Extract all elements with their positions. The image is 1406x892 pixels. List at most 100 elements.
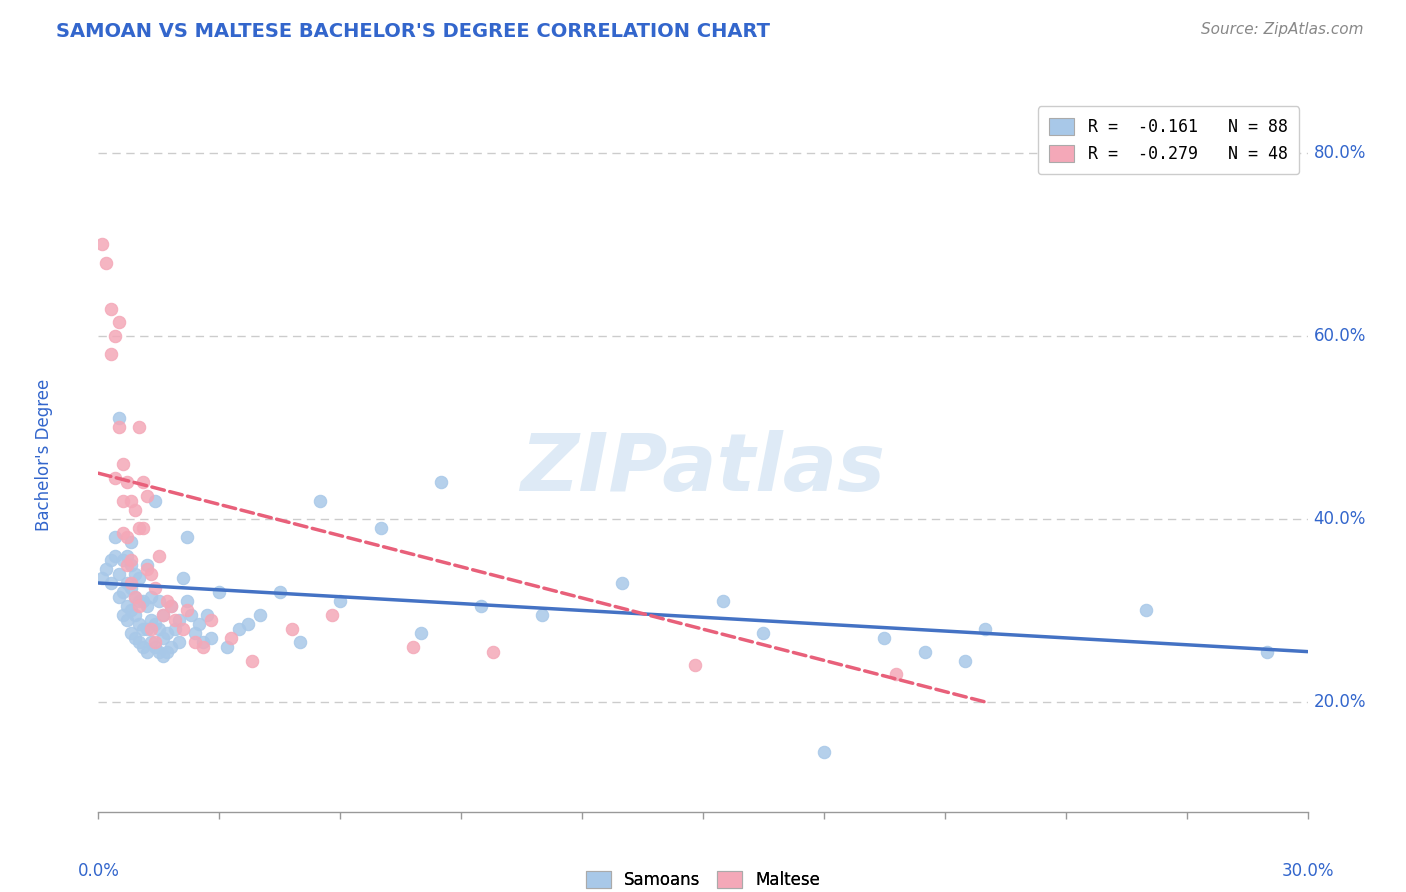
Text: 60.0%: 60.0% [1313,327,1367,345]
Point [120,576,142,591]
Point [176,594,198,608]
Point [914,645,936,659]
Point [160,640,183,654]
Point [100,576,122,591]
Point [195,607,218,622]
Point [188,617,211,632]
Point [886,667,908,681]
Point [124,607,146,622]
Point [176,530,198,544]
Point [107,420,129,434]
Point [120,581,142,595]
Point [236,617,259,632]
Point [135,562,157,576]
Point [115,475,138,490]
Point [91,571,114,585]
Point [135,599,157,613]
Point [111,525,134,540]
Point [148,549,170,563]
Point [249,607,271,622]
Point [184,626,207,640]
Point [329,594,352,608]
Point [128,420,150,434]
Point [370,521,392,535]
Text: 30.0%: 30.0% [1281,862,1334,880]
Point [132,521,155,535]
Point [269,585,291,599]
Point [139,590,162,604]
Point [128,571,150,585]
Point [288,635,311,649]
Point [96,256,118,270]
Point [124,503,146,517]
Point [200,631,222,645]
Point [135,489,157,503]
Point [103,329,125,343]
Point [124,590,146,604]
Point [135,558,157,572]
Point [103,530,125,544]
Point [143,617,166,632]
Point [132,475,155,490]
Point [143,493,166,508]
Point [430,475,453,490]
Point [752,626,775,640]
Text: ZIPatlas: ZIPatlas [520,430,886,508]
Point [135,645,157,659]
Point [1256,645,1278,659]
Point [115,576,138,591]
Point [128,617,150,632]
Point [107,590,129,604]
Point [409,626,432,640]
Point [148,622,170,636]
Point [139,613,162,627]
Point [107,411,129,425]
Point [612,576,634,591]
Point [193,640,215,654]
Point [167,613,190,627]
Point [111,493,134,508]
Point [873,631,896,645]
Point [128,635,150,649]
Point [124,566,146,581]
Text: Bachelor's Degree: Bachelor's Degree [35,379,53,531]
Point [172,571,194,585]
Point [184,635,207,649]
Point [321,607,343,622]
Point [160,599,183,613]
Point [163,622,186,636]
Point [156,594,179,608]
Point [163,613,186,627]
Point [309,493,332,508]
Point [103,549,125,563]
Point [1135,603,1157,617]
Point [139,622,162,636]
Point [120,493,142,508]
Point [124,631,146,645]
Point [132,640,155,654]
Point [176,603,198,617]
Point [120,626,142,640]
Point [160,599,183,613]
Point [100,347,122,361]
Point [152,631,174,645]
Point [103,471,125,485]
Point [100,553,122,567]
Point [953,654,976,668]
Point [974,622,997,636]
Point [132,594,155,608]
Point [139,566,162,581]
Point [120,553,142,567]
Point [683,658,706,673]
Point [107,566,129,581]
Point [135,622,157,636]
Point [120,558,142,572]
Point [281,622,304,636]
Point [91,237,114,252]
Point [107,315,129,329]
Point [167,635,190,649]
Point [156,626,179,640]
Point [143,640,166,654]
Text: SAMOAN VS MALTESE BACHELOR'S DEGREE CORRELATION CHART: SAMOAN VS MALTESE BACHELOR'S DEGREE CORR… [56,22,770,41]
Point [221,631,243,645]
